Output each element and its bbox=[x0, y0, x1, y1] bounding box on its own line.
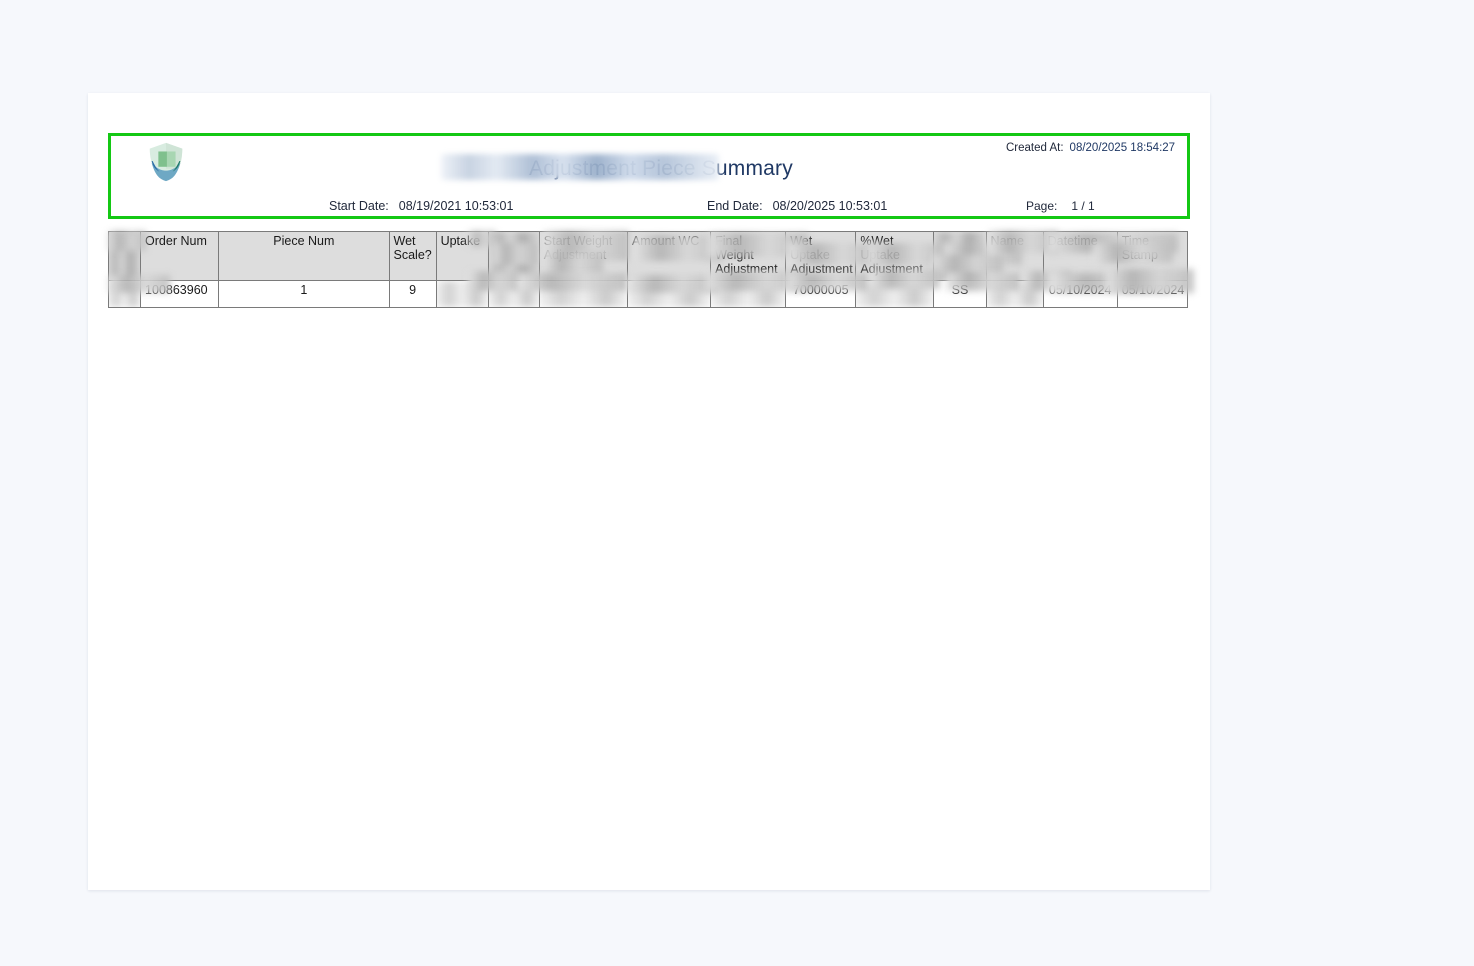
table-cell-3: 9 bbox=[388, 280, 437, 308]
column-header-11[interactable]: Disposition Status bbox=[933, 231, 987, 281]
start-date-field: Start Date: 08/19/2021 10:53:01 bbox=[329, 199, 513, 213]
created-at-label: Created At: bbox=[1006, 142, 1064, 154]
column-header-8[interactable]: Final Weight Adjustment bbox=[710, 231, 787, 281]
table-cell-9: 70000005 bbox=[785, 280, 857, 308]
report-header-block: Adjustment Piece Summary Created At: 08/2… bbox=[108, 133, 1190, 219]
table-cell-12 bbox=[985, 280, 1044, 308]
table-cell-5 bbox=[487, 280, 540, 308]
table-cell-8 bbox=[710, 280, 787, 308]
column-header-0[interactable]: Cust bbox=[107, 231, 142, 281]
report-title: Adjustment Piece Summary bbox=[529, 157, 793, 180]
column-header-13[interactable]: Datetime bbox=[1042, 231, 1118, 281]
start-date-label: Start Date: bbox=[329, 199, 389, 213]
table-cell-7: 313.25476200 bbox=[626, 280, 712, 308]
table-cell-0 bbox=[107, 280, 142, 308]
start-date-value: 08/19/2021 10:53:01 bbox=[398, 199, 514, 213]
column-header-4[interactable]: Uptake bbox=[435, 231, 489, 281]
page-value: 1 / 1 bbox=[1071, 199, 1095, 213]
table-cell-13: 05/10/2024 bbox=[1042, 280, 1118, 308]
column-header-1[interactable]: Order Num bbox=[140, 231, 220, 281]
end-date-label: End Date: bbox=[707, 199, 763, 213]
shield-leaf-logo-icon bbox=[143, 140, 189, 184]
column-header-10[interactable]: %Wet Uptake Adjustment bbox=[855, 231, 935, 281]
column-header-9[interactable]: Wet Uptake Adjustment bbox=[785, 231, 857, 281]
table-cell-4 bbox=[435, 280, 489, 308]
table-cell-6 bbox=[538, 280, 628, 308]
column-header-5[interactable]: Finish bbox=[487, 231, 540, 281]
column-header-12[interactable]: Name bbox=[985, 231, 1044, 281]
page-number-field: Page: 1 / 1 bbox=[1026, 199, 1095, 213]
column-header-3[interactable]: Wet Scale? bbox=[388, 231, 437, 281]
created-at-value: 08/20/2025 18:54:27 bbox=[1069, 142, 1176, 154]
end-date-field: End Date: 08/20/2025 10:53:01 bbox=[707, 199, 887, 213]
table-cell-1: 100863960 bbox=[140, 280, 220, 308]
table-cell-2: 1 bbox=[218, 280, 390, 308]
page-label: Page: bbox=[1026, 199, 1058, 213]
column-header-6[interactable]: Start Weight Adjustment bbox=[538, 231, 628, 281]
report-page-sheet: Adjustment Piece Summary Created At: 08/2… bbox=[88, 93, 1210, 890]
column-header-7[interactable]: Amount WC bbox=[626, 231, 712, 281]
end-date-value: 08/20/2025 10:53:01 bbox=[772, 199, 888, 213]
column-header-14[interactable]: Time Stamp bbox=[1116, 231, 1189, 281]
table-cell-10 bbox=[855, 280, 935, 308]
column-header-2[interactable]: Piece Num bbox=[218, 231, 390, 281]
created-at-field: Created At: 08/20/2025 18:54:27 bbox=[1006, 142, 1175, 154]
table-cell-14: 05/10/2024 03:11:29 bbox=[1116, 280, 1189, 308]
table-cell-11: SS bbox=[933, 280, 987, 308]
